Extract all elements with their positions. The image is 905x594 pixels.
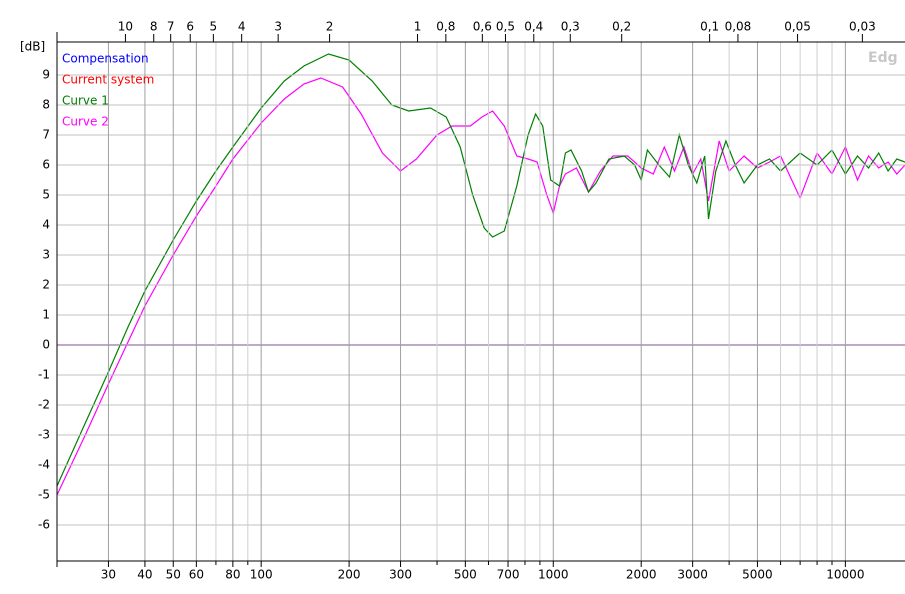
x-tick-label: 100 <box>250 568 273 582</box>
x-tick-label: 5000 <box>742 568 773 582</box>
x2-tick-label: 8 <box>150 20 158 34</box>
y-axis-label: [dB] <box>20 40 45 54</box>
x2-tick-label: 0,6 <box>473 20 492 34</box>
y-tick-label: 3 <box>42 248 50 262</box>
y-tick-label: 2 <box>42 278 50 292</box>
legend-label: Compensation <box>62 52 149 66</box>
x-tick-label: 30 <box>101 568 116 582</box>
x-tick-label: 1000 <box>538 568 569 582</box>
x-tick-label: 500 <box>454 568 477 582</box>
x2-tick-label: 0,5 <box>496 20 515 34</box>
x2-tick-label: 0,4 <box>524 20 543 34</box>
y-tick-label: 4 <box>42 218 50 232</box>
x2-tick-label: 5 <box>210 20 218 34</box>
x-tick-label: 60 <box>189 568 204 582</box>
x-tick-label: 80 <box>225 568 240 582</box>
x-tick-label: 300 <box>389 568 412 582</box>
x2-tick-label: 2 <box>326 20 334 34</box>
x-tick-label: 3000 <box>677 568 708 582</box>
x2-tick-label: 0,3 <box>561 20 580 34</box>
legend-label: Curve 1 <box>62 94 109 108</box>
legend-label: Curve 2 <box>62 115 109 129</box>
legend-label: Current system <box>62 73 154 87</box>
y-tick-label: 8 <box>42 98 50 112</box>
y-tick-label: -5 <box>38 488 50 502</box>
x-tick-label: 200 <box>338 568 361 582</box>
y-tick-label: 1 <box>42 308 50 322</box>
y-tick-label: 7 <box>42 128 50 142</box>
x2-tick-label: 0,8 <box>436 20 455 34</box>
y-tick-label: -3 <box>38 428 50 442</box>
x-tick-label: 10000 <box>826 568 864 582</box>
x-tick-label: 700 <box>497 568 520 582</box>
x2-tick-label: 0,05 <box>784 20 811 34</box>
x2-tick-label: 4 <box>238 20 246 34</box>
x2-tick-label: 0,08 <box>725 20 752 34</box>
watermark: Edg <box>868 50 898 66</box>
x2-tick-label: 6 <box>186 20 194 34</box>
y-tick-label: 9 <box>42 68 50 82</box>
y-tick-label: -1 <box>38 368 50 382</box>
y-tick-label: 0 <box>42 338 50 352</box>
series-line <box>56 53 905 487</box>
x2-tick-label: 0,2 <box>612 20 631 34</box>
x2-tick-label: 1 <box>414 20 422 34</box>
y-tick-label: -6 <box>38 518 50 532</box>
y-tick-label: 6 <box>42 158 50 172</box>
x2-tick-label: 10 <box>118 20 133 34</box>
series-line <box>56 77 905 496</box>
x-tick-label: 2000 <box>626 568 657 582</box>
x2-tick-label: 0,1 <box>700 20 719 34</box>
x2-tick-label: 7 <box>167 20 175 34</box>
y-tick-label: -4 <box>38 458 50 472</box>
y-tick-label: -2 <box>38 398 50 412</box>
x2-tick-label: 3 <box>274 20 282 34</box>
x2-tick-label: 0,03 <box>849 20 876 34</box>
x-tick-label: 50 <box>166 568 181 582</box>
y-tick-label: 5 <box>42 188 50 202</box>
x-tick-label: 40 <box>137 568 152 582</box>
